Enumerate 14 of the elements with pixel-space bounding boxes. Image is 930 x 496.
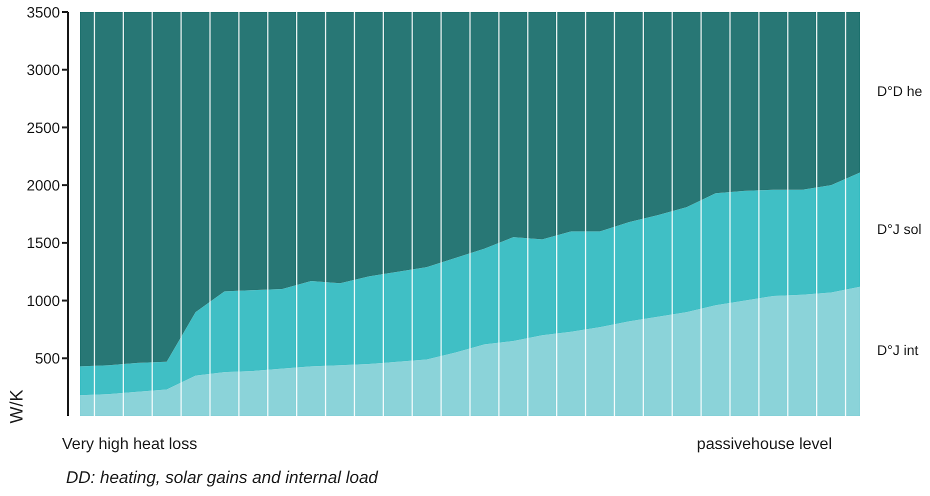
series-label: D°J sol — [877, 220, 922, 237]
y-tick-label: 2500 — [26, 120, 60, 137]
text: DD: heating, solar gains and internal load — [66, 468, 378, 488]
series-label: D°J int — [877, 342, 918, 358]
y-tick-label: 500 — [34, 350, 60, 368]
y-axis-title: W/K — [6, 388, 28, 426]
y-tick-label: 1000 — [26, 292, 60, 310]
y-tick-label: 3500 — [26, 4, 60, 22]
text: passivehouse level — [696, 436, 832, 454]
y-tick-label: 3000 — [26, 62, 60, 80]
y-tick-label: 1500 — [26, 235, 60, 252]
series-label: D°D he — [877, 83, 922, 100]
text: Very high heat loss — [62, 436, 198, 454]
y-tick-label: 2000 — [26, 177, 60, 194]
